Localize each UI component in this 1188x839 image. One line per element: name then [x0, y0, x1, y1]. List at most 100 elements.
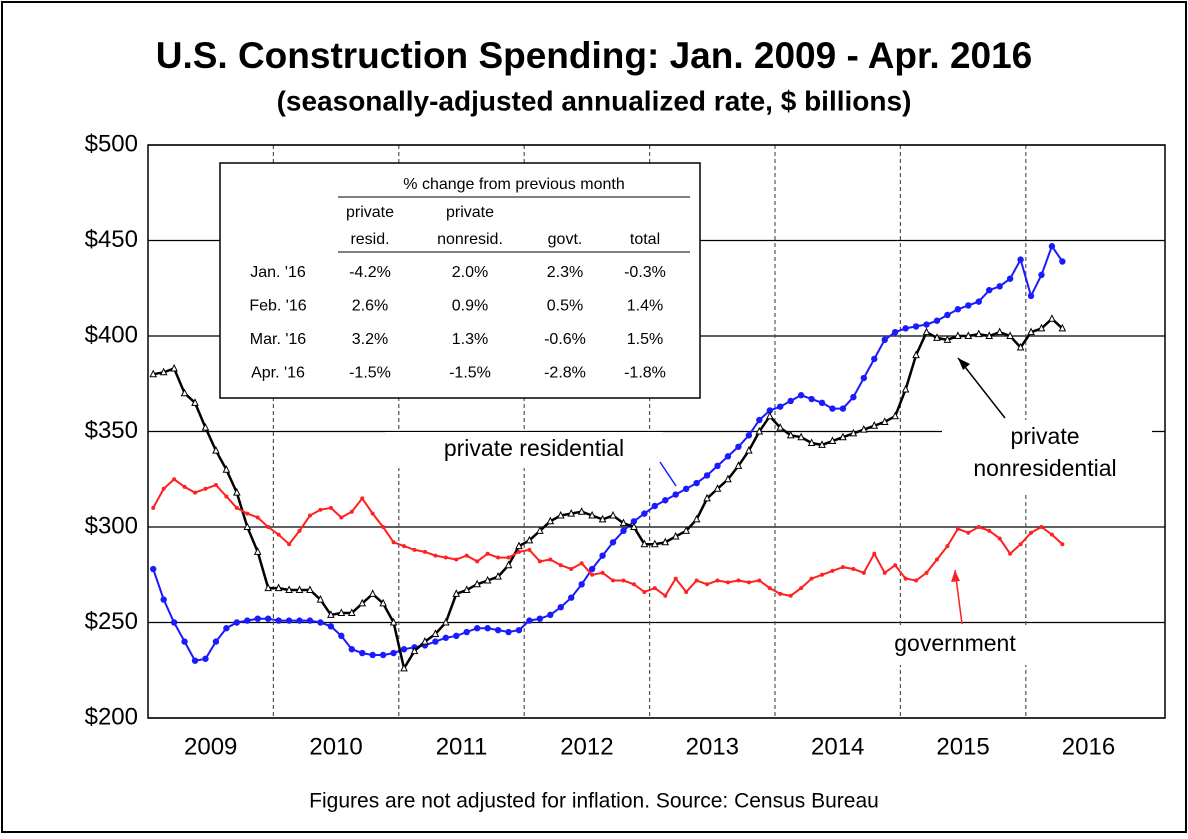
point	[264, 615, 272, 622]
point	[619, 518, 628, 527]
point	[788, 593, 793, 598]
cell: 3.2%	[352, 331, 388, 348]
point	[285, 585, 293, 594]
point	[452, 589, 461, 597]
point	[1038, 271, 1045, 279]
point	[161, 486, 166, 491]
point	[600, 570, 605, 575]
point	[903, 576, 908, 581]
point	[306, 617, 314, 624]
point	[212, 638, 220, 645]
label-bg	[942, 420, 1152, 492]
point	[787, 397, 794, 405]
point	[483, 575, 492, 584]
point	[222, 465, 231, 473]
point	[390, 649, 397, 657]
point	[755, 426, 764, 435]
point	[1037, 323, 1046, 332]
point	[494, 626, 502, 634]
point	[757, 578, 762, 583]
point	[746, 580, 751, 585]
point	[317, 619, 324, 626]
cell: -1.5%	[449, 365, 491, 382]
plot-border	[147, 144, 1166, 719]
point	[212, 445, 220, 454]
point	[620, 527, 627, 535]
point	[611, 578, 616, 583]
point	[652, 586, 657, 591]
point	[933, 333, 941, 341]
table-box	[219, 162, 701, 399]
x-tick-label: 2012	[560, 733, 613, 760]
series-line	[152, 478, 1064, 598]
cell: 0.9%	[452, 298, 488, 315]
point	[558, 563, 563, 568]
point	[1059, 258, 1066, 265]
chart-title: U.S. Construction Spending: Jan. 2009 - …	[156, 35, 1033, 76]
point	[891, 411, 899, 420]
annotation: government	[894, 630, 1016, 656]
point	[307, 513, 312, 518]
series	[149, 243, 1067, 672]
cell: 2.0%	[452, 264, 488, 281]
point	[567, 509, 576, 517]
point	[923, 321, 930, 328]
point	[860, 374, 868, 382]
point	[1016, 342, 1025, 351]
cell: -2.8%	[544, 365, 586, 382]
point	[327, 610, 335, 618]
point	[839, 432, 847, 441]
point	[266, 525, 271, 529]
point	[735, 443, 742, 450]
point	[901, 384, 910, 393]
point	[556, 510, 565, 519]
overlay: private residential private nonresidenti…	[219, 162, 1152, 665]
point	[285, 617, 293, 624]
cell: 1.5%	[627, 331, 663, 348]
point	[339, 515, 344, 520]
point	[882, 570, 887, 575]
point	[872, 551, 877, 556]
point	[914, 578, 919, 583]
point	[150, 565, 157, 573]
point	[368, 589, 377, 597]
column-header: nonresid.	[437, 231, 503, 248]
point	[797, 432, 805, 441]
point	[682, 485, 690, 492]
point	[181, 638, 188, 645]
arrow	[957, 357, 1006, 419]
point	[715, 578, 720, 583]
series-line	[152, 317, 1064, 672]
point	[829, 405, 836, 412]
point	[934, 557, 939, 562]
point	[245, 511, 250, 516]
point	[642, 589, 647, 594]
point	[734, 461, 743, 469]
point	[640, 539, 649, 548]
point	[484, 625, 491, 632]
point	[943, 335, 952, 343]
arrow-head	[958, 358, 970, 370]
point	[547, 611, 554, 619]
point	[297, 528, 302, 533]
point	[327, 623, 335, 630]
point	[724, 453, 732, 460]
point	[400, 646, 408, 653]
point	[820, 572, 825, 577]
point	[692, 514, 701, 523]
point	[891, 328, 899, 336]
cell: 1.4%	[627, 298, 663, 315]
annotation: private	[1010, 423, 1079, 449]
point	[506, 555, 511, 560]
point	[443, 555, 448, 560]
y-tick-label: $500	[85, 130, 138, 157]
point	[725, 580, 730, 585]
footnote: Figures are not adjusted for inflation. …	[309, 790, 879, 813]
point	[318, 507, 323, 512]
point	[778, 591, 783, 596]
row-label: Apr. '16	[251, 365, 305, 382]
point	[525, 535, 534, 544]
point	[170, 363, 178, 372]
point	[422, 549, 427, 554]
point	[381, 525, 386, 529]
